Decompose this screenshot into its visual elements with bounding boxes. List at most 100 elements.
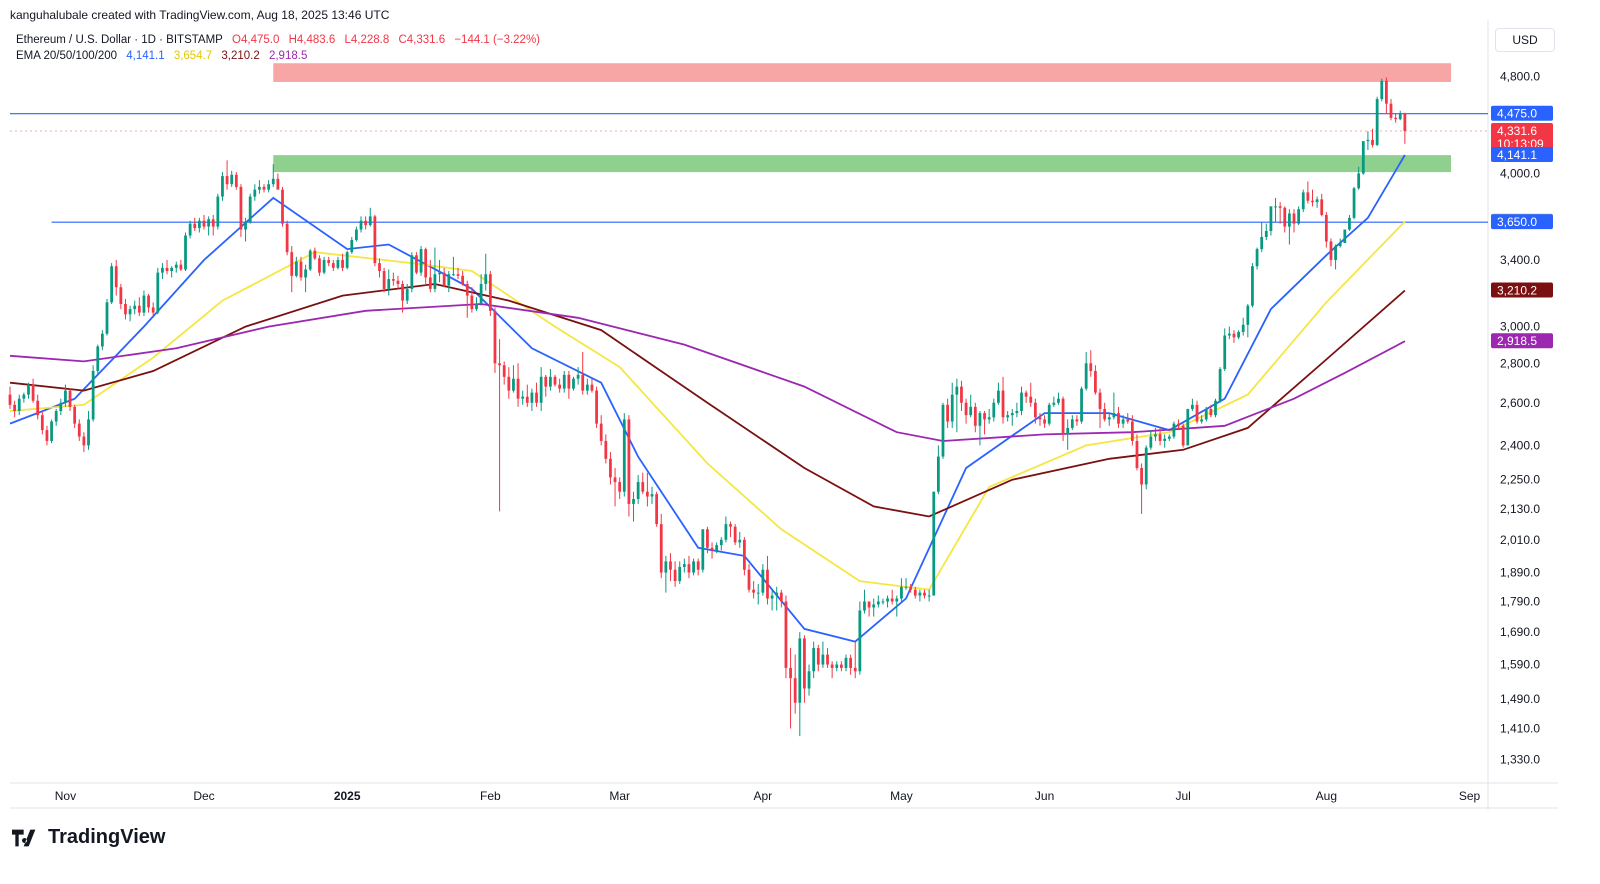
candle — [997, 382, 1000, 405]
candle — [673, 561, 677, 587]
candle — [719, 537, 723, 551]
candle-body — [1214, 400, 1217, 416]
ema-title[interactable]: EMA 20/50/100/200 — [16, 50, 118, 62]
candle — [308, 249, 312, 272]
candle — [1200, 415, 1204, 424]
candle-body — [27, 384, 30, 395]
candle — [461, 271, 465, 286]
candle-body — [276, 178, 280, 190]
candle-body — [844, 657, 848, 668]
candle-body — [341, 259, 344, 268]
candle-body — [147, 295, 150, 308]
candle — [701, 529, 705, 573]
candle-body — [835, 664, 839, 668]
candle-body — [1094, 370, 1097, 393]
candle — [1343, 229, 1347, 244]
candle — [13, 400, 17, 418]
candle-body — [1001, 390, 1005, 418]
candle — [207, 216, 210, 236]
candle — [1301, 189, 1305, 213]
candle-body — [50, 421, 53, 441]
candle — [1329, 238, 1333, 267]
candle — [581, 352, 585, 395]
candle-body — [687, 564, 691, 573]
candle — [1361, 141, 1365, 175]
candle-body — [978, 413, 982, 426]
candle-body — [733, 526, 737, 543]
candle — [258, 180, 261, 194]
candle — [322, 256, 326, 275]
candle — [368, 207, 372, 227]
candle-body — [465, 283, 469, 296]
candle — [812, 641, 816, 679]
candle-body — [1260, 236, 1264, 250]
candle — [535, 382, 538, 407]
candle — [1324, 212, 1328, 248]
candle-body — [336, 259, 340, 268]
ema100-value: 3,210.2 — [221, 50, 260, 62]
candle-body — [1121, 419, 1125, 424]
candle-body — [932, 491, 936, 596]
currency-button[interactable]: USD — [1495, 28, 1555, 52]
candle — [659, 513, 663, 579]
candle — [983, 411, 986, 435]
candle — [299, 256, 303, 281]
candle — [1149, 430, 1153, 450]
candle — [1163, 434, 1167, 448]
candle — [415, 252, 418, 275]
candle — [1066, 419, 1070, 450]
candle-body — [1348, 217, 1351, 230]
candle-body — [133, 305, 137, 310]
candle — [475, 297, 478, 311]
candle-body — [322, 259, 326, 273]
candle-body — [585, 384, 589, 391]
candle-body — [1306, 192, 1310, 201]
candle — [239, 184, 243, 237]
candle-body — [161, 267, 164, 273]
candle-body — [8, 394, 12, 405]
candle — [1135, 434, 1139, 471]
price-label: 3,650.0 — [1497, 215, 1537, 229]
x-tick-label: Mar — [609, 789, 630, 803]
candle-body — [770, 595, 774, 599]
candle — [341, 253, 344, 272]
candle — [558, 378, 562, 393]
ema-line-2 — [9, 220, 1406, 591]
candle-body — [895, 598, 899, 602]
candle — [632, 491, 635, 522]
candle — [936, 445, 940, 495]
x-tick-label: Jul — [1175, 789, 1190, 803]
candle — [45, 425, 49, 446]
candle-body — [184, 235, 187, 270]
candle — [1283, 206, 1287, 233]
candle-body — [59, 402, 63, 412]
symbol-name[interactable]: Ethereum / U.S. Dollar · 1D · BITSTAMP — [16, 34, 223, 46]
candle — [290, 246, 294, 293]
candle — [184, 232, 187, 272]
candle — [1366, 131, 1370, 151]
price-label-bg — [1491, 146, 1553, 162]
candle — [244, 217, 247, 242]
candle-body — [1084, 363, 1088, 389]
candle-body — [521, 396, 525, 399]
candle-body — [784, 601, 788, 668]
candle-body — [826, 654, 829, 665]
tradingview-logo[interactable]: TradingView — [12, 826, 165, 849]
candle-body — [1047, 404, 1051, 424]
candle — [54, 408, 58, 426]
candle-body — [941, 404, 945, 457]
candle — [1297, 206, 1301, 226]
candle — [567, 370, 571, 399]
x-tick-label: 2025 — [334, 789, 361, 803]
candle-body — [969, 406, 973, 416]
candle — [1315, 196, 1319, 208]
candle-body — [1066, 427, 1070, 435]
candle-body — [45, 430, 49, 441]
candle — [1057, 392, 1060, 405]
candle — [927, 589, 931, 602]
candle-body — [1204, 408, 1208, 420]
candle — [1084, 352, 1088, 391]
candle — [318, 255, 321, 276]
candle-body — [918, 592, 922, 596]
